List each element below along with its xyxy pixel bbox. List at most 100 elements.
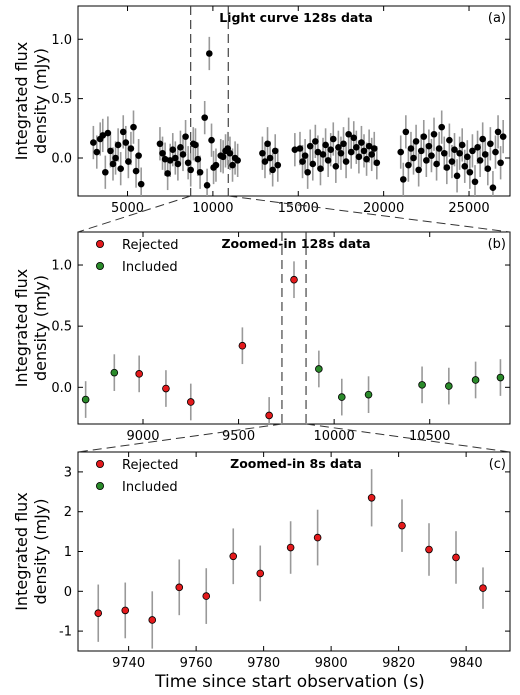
x-tick-label: 9000 <box>126 429 159 444</box>
data-point <box>229 161 236 169</box>
x-tick-label: 25000 <box>448 201 489 216</box>
data-point <box>347 148 355 156</box>
included-point <box>110 368 119 377</box>
data-point <box>363 155 370 163</box>
data-point <box>329 135 337 143</box>
x-tick-label: 9740 <box>112 656 145 671</box>
included-point <box>81 395 90 404</box>
rejected-point <box>229 552 238 561</box>
data-point <box>489 184 497 191</box>
data-point <box>304 168 311 176</box>
data-point <box>451 146 458 153</box>
data-point <box>309 160 317 168</box>
data-point <box>122 139 130 146</box>
data-point <box>174 160 182 168</box>
data-point <box>107 147 114 155</box>
rejected-point <box>162 384 170 393</box>
y-tick-label: 1.0 <box>51 259 72 274</box>
data-point <box>456 149 463 157</box>
data-point <box>306 142 314 150</box>
data-point <box>208 136 215 144</box>
rejected-point <box>121 606 130 615</box>
x-tick-label: 9760 <box>180 656 213 671</box>
data-point <box>112 154 119 162</box>
data-point <box>345 130 352 138</box>
data-point <box>340 140 347 148</box>
x-tick-label: 10000 <box>192 201 233 216</box>
data-point <box>428 152 435 159</box>
panel-title: Zoomed-in 128s data <box>221 236 370 251</box>
rejected-point <box>313 533 322 542</box>
rejected-point <box>398 521 406 530</box>
rejected-point <box>94 609 103 617</box>
x-tick-label: 9780 <box>247 656 280 671</box>
y-tick-label: 0 <box>64 585 72 600</box>
panel-title: Light curve 128s data <box>219 10 373 25</box>
data-point <box>355 153 363 161</box>
y-tick-label: 3 <box>64 465 72 480</box>
y-tick-label: -1 <box>59 625 72 640</box>
data-point <box>327 146 335 153</box>
panel-c: 9740 9760 9780 9800 9820 9840 -1 0 1 2 3 Integrated… <box>12 451 511 671</box>
zoom-connector <box>228 195 511 233</box>
data-point <box>109 160 117 168</box>
rejected-point <box>290 275 298 284</box>
data-point <box>497 159 504 167</box>
rejected-point <box>265 411 273 420</box>
data-point <box>435 145 443 152</box>
included-point <box>471 376 480 384</box>
data-point <box>299 158 306 165</box>
y-axis-label: Integrated fluxdensity (mJy) <box>12 269 50 388</box>
data-point <box>156 140 164 148</box>
data-point <box>481 151 489 158</box>
data-point <box>296 145 304 152</box>
rejected-point <box>367 493 376 502</box>
data-point <box>407 145 415 152</box>
zoom-connectors <box>77 195 511 453</box>
x-tick-label: 9840 <box>450 656 483 671</box>
x-tick-label: 9500 <box>222 429 255 444</box>
data-point <box>99 132 107 139</box>
data-point <box>169 146 177 153</box>
data-point <box>492 148 499 156</box>
data-point <box>415 166 422 174</box>
y-axis-label-line: density (mJy) <box>31 275 50 381</box>
data-point <box>499 133 507 140</box>
y-axis-label-line: density (mJy) <box>31 498 50 604</box>
data-point <box>132 167 140 175</box>
data-point <box>166 157 174 164</box>
data-point <box>206 50 213 57</box>
included-point <box>496 373 505 382</box>
data-point <box>350 134 358 142</box>
data-point <box>114 141 122 149</box>
data-point <box>312 138 319 145</box>
data-point <box>476 157 484 164</box>
data-point <box>373 159 381 167</box>
data-point <box>484 165 492 172</box>
legend-label: Included <box>122 480 178 495</box>
legend-label: Rejected <box>122 238 179 253</box>
data-point <box>192 141 199 149</box>
data-point <box>335 144 342 151</box>
data-point <box>337 149 345 157</box>
data-point <box>187 166 194 174</box>
legend-marker <box>96 261 105 270</box>
x-tick-label: 15000 <box>278 201 319 216</box>
legend-marker <box>96 239 105 248</box>
data-point <box>370 145 378 152</box>
y-axis-label: Integrated fluxdensity (mJy) <box>12 42 50 161</box>
y-tick-label: 0.0 <box>51 152 72 167</box>
data-point <box>201 114 208 121</box>
data-point <box>487 140 494 148</box>
data-point <box>420 133 428 140</box>
data-layer <box>90 36 507 196</box>
data-point <box>177 144 184 151</box>
zoom-connector <box>305 423 511 453</box>
data-point <box>471 178 479 186</box>
data-point <box>360 147 368 155</box>
data-point <box>301 152 309 159</box>
data-point <box>405 161 412 169</box>
included-point <box>418 381 426 389</box>
